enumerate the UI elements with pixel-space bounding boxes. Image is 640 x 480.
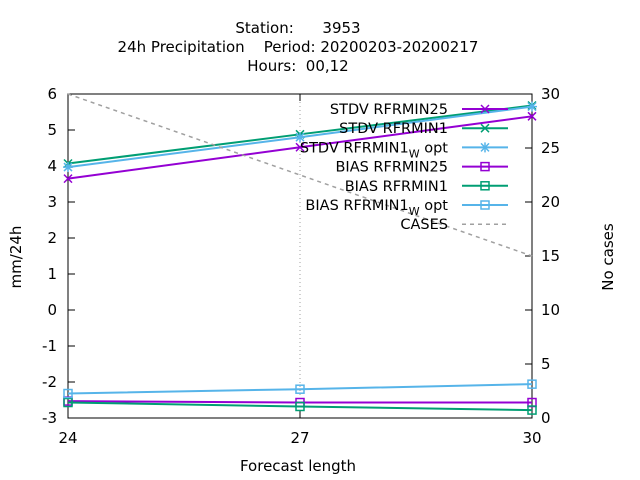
legend-label: BIAS RFRMIN1W opt [305,198,448,218]
data-point [527,379,537,389]
legend-label-name: BIAS RFRMIN1 [305,198,408,214]
data-point [63,397,73,408]
legend-item: CASES [400,217,508,233]
title-line: Station: 3953 [235,19,360,37]
legend-item: STDV RFRMIN1 [339,121,508,137]
series-line [67,401,533,412]
legend-label-suffix: opt [420,198,449,214]
x-axis-label: Forecast length [240,457,356,475]
legend-label: STDV RFRMIN1 [339,121,448,137]
legend-label-name: CASES [400,217,448,233]
series-6 [67,93,533,257]
legend-label: CASES [400,217,448,233]
series-line [67,383,533,395]
y2-tick-label: 20 [541,193,560,211]
series-4 [63,397,537,415]
legend-label: STDV RFRMIN25 [330,102,448,118]
legend-swatch-marker [480,104,490,114]
y-tick-label: 0 [47,301,57,319]
y2-tick-label: 15 [541,247,560,265]
y-tick-label: -2 [42,373,57,391]
y-tick-label: -3 [42,409,57,427]
y2-tick-label: 25 [541,139,560,157]
legend-label-subscript: W [409,147,420,160]
y2-tick-label: 10 [541,301,560,319]
y-axis-label: mm/24h [7,226,25,289]
x-tick-label: 27 [290,429,309,447]
legend-label-name: BIAS RFRMIN1 [345,179,448,195]
y-tick-label: 3 [47,193,57,211]
legend-label-name: STDV RFRMIN1 [300,140,409,156]
legend-item: BIAS RFRMIN1W opt [305,198,508,218]
legend-swatch-marker [480,181,490,191]
series-2 [63,101,537,173]
legend-label: STDV RFRMIN1W opt [300,140,448,160]
y2-tick-label: 30 [541,85,560,103]
y-tick-label: -1 [42,337,57,355]
data-point [295,401,305,412]
y-tick-label: 5 [47,121,57,139]
legend-label: BIAS RFRMIN25 [335,160,448,176]
series-line [67,93,533,257]
data-point [295,384,305,394]
x-tick-label: 24 [58,429,77,447]
legend-item: BIAS RFRMIN1 [345,179,508,195]
x-tick-label: 30 [522,429,541,447]
legend-swatch-marker [480,161,490,172]
data-point [295,142,305,152]
legend-item: BIAS RFRMIN25 [335,160,508,176]
y-tick-label: 1 [47,265,57,283]
data-point [527,111,537,121]
legend-item: STDV RFRMIN25 [330,102,508,118]
series [63,93,537,415]
legend-swatch-marker [480,200,490,210]
legend-label-suffix: opt [420,140,449,156]
data-point [63,174,73,184]
title-line: 24h Precipitation Period: 20200203-20200… [118,38,479,56]
y-tick-label: 2 [47,229,57,247]
series-0 [63,111,537,184]
legend-item: STDV RFRMIN1W opt [300,140,508,160]
series-5 [63,379,537,399]
legend-label-name: STDV RFRMIN1 [339,121,448,137]
data-point [527,405,537,415]
y-tick-label: 4 [47,157,57,175]
legend-label-subscript: W [409,205,420,218]
legend-label-name: STDV RFRMIN25 [330,102,448,118]
legend-label-name: BIAS RFRMIN25 [335,160,448,176]
y2-tick-label: 5 [541,355,551,373]
title-line: Hours: 00,12 [247,57,348,75]
y2-tick-label: 0 [541,409,551,427]
legend-swatch-marker [480,123,490,133]
y2-axis-label: No cases [599,223,617,291]
y-tick-label: 6 [47,85,57,103]
legend-label: BIAS RFRMIN1 [345,179,448,195]
data-point [63,388,73,399]
